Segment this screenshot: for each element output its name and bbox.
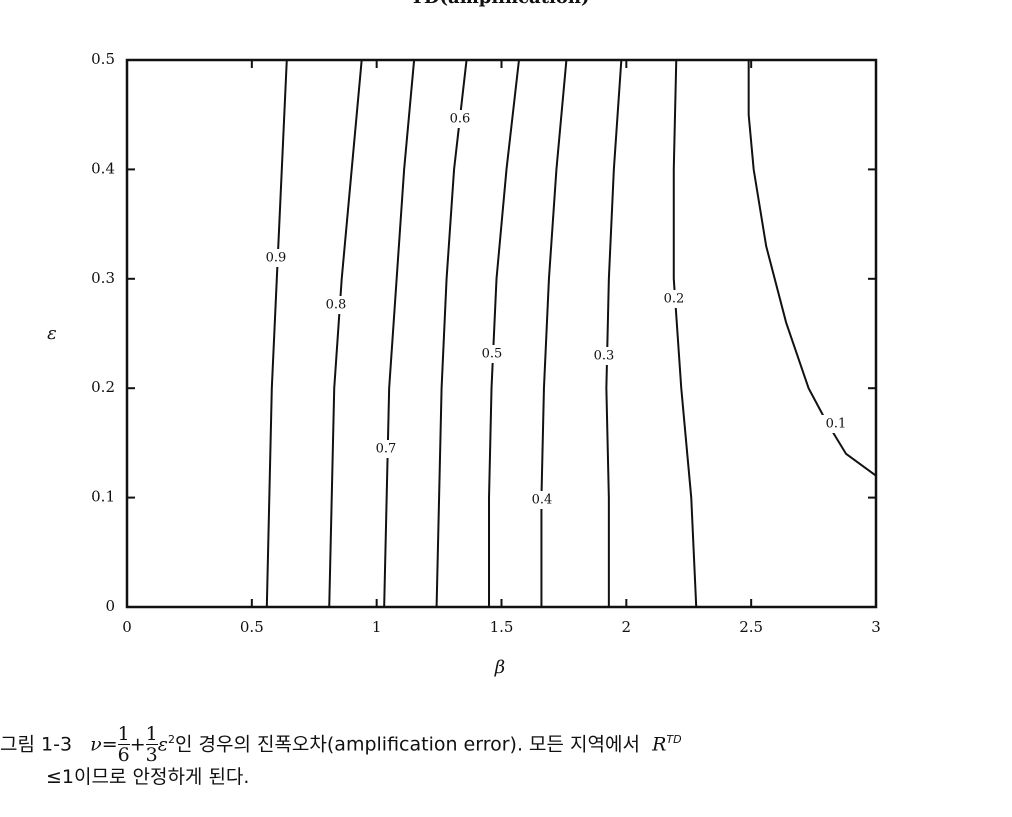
label-backdrop bbox=[260, 249, 292, 267]
y-tick-label: 0.2 bbox=[91, 378, 115, 396]
y-tick-label: 0.5 bbox=[91, 50, 115, 68]
figure-number: 그림 1-3 bbox=[0, 733, 73, 756]
contour-line bbox=[383, 59, 416, 608]
label-backdrop bbox=[476, 345, 508, 363]
formula: ν= bbox=[90, 733, 118, 756]
label-backdrop bbox=[444, 110, 476, 128]
contour-label: 0.5 bbox=[482, 347, 503, 362]
contour-label: 0.6 bbox=[450, 112, 471, 127]
denominator: 3 bbox=[145, 744, 158, 767]
formula: R bbox=[652, 733, 667, 756]
exponent: 2 bbox=[167, 733, 175, 746]
chart: TD(amplification) β ε 0 0.5 1 1.5 2 2.5 3 0 0.1 0… bbox=[47, 0, 881, 678]
contour-label: 0.1 bbox=[826, 417, 847, 432]
x-axis-label: β bbox=[494, 657, 505, 678]
label-backdrop bbox=[588, 347, 620, 365]
x-tick-label: 2.5 bbox=[739, 618, 763, 636]
label-backdrop bbox=[320, 296, 352, 314]
x-tick-label: 0.5 bbox=[240, 618, 264, 636]
formula: ε bbox=[157, 733, 168, 756]
numerator: 1 bbox=[117, 723, 130, 746]
x-tick-label: 1 bbox=[372, 618, 382, 636]
contour-label: 0.2 bbox=[664, 292, 685, 307]
x-tick-label: 2 bbox=[622, 618, 632, 636]
plot-frame bbox=[125, 58, 878, 609]
contour-label: 0.3 bbox=[594, 349, 615, 364]
y-axis-label: ε bbox=[47, 323, 57, 344]
label-backdrop bbox=[526, 491, 558, 509]
formula: + bbox=[129, 733, 146, 756]
contour-line bbox=[265, 59, 288, 608]
y-tick-label: 0.4 bbox=[91, 159, 115, 177]
contour-line bbox=[747, 60, 877, 477]
contour-label: 0.8 bbox=[326, 298, 347, 313]
numerator: 1 bbox=[145, 723, 158, 746]
contour-line bbox=[488, 59, 520, 607]
label-backdrop bbox=[820, 415, 852, 433]
x-tick-label: 0 bbox=[122, 618, 132, 636]
superscript: TD bbox=[666, 733, 682, 746]
caption-line: ≤1이므로 안정하게 된다. bbox=[46, 766, 250, 788]
label-backdrop bbox=[658, 290, 690, 308]
y-tick-label: 0 bbox=[105, 597, 115, 615]
contour-label: 0.4 bbox=[532, 493, 553, 508]
y-tick-label: 0.1 bbox=[91, 488, 115, 506]
contour-line bbox=[328, 59, 363, 608]
label-backdrop bbox=[370, 440, 402, 458]
chart-title: TD(amplification) bbox=[411, 0, 590, 8]
x-tick-label: 3 bbox=[871, 618, 881, 636]
y-tick-label: 0.3 bbox=[91, 269, 115, 287]
contour-line bbox=[672, 59, 698, 608]
contour-line bbox=[540, 59, 568, 607]
caption-text: 인 경우의 진폭오차(amplification error). 모든 지역에서 bbox=[174, 733, 640, 756]
contour-line bbox=[435, 59, 468, 608]
contour-label: 0.9 bbox=[266, 251, 287, 266]
contour-label: 0.7 bbox=[376, 442, 397, 457]
caption: 그림 1-3 ν= 1 6 +1 3 ε2인 경우의 진폭오차(amplification… bbox=[0, 718, 1000, 792]
x-tick-label: 1.5 bbox=[490, 618, 514, 636]
contour-line bbox=[605, 59, 623, 607]
denominator: 6 bbox=[117, 744, 130, 767]
